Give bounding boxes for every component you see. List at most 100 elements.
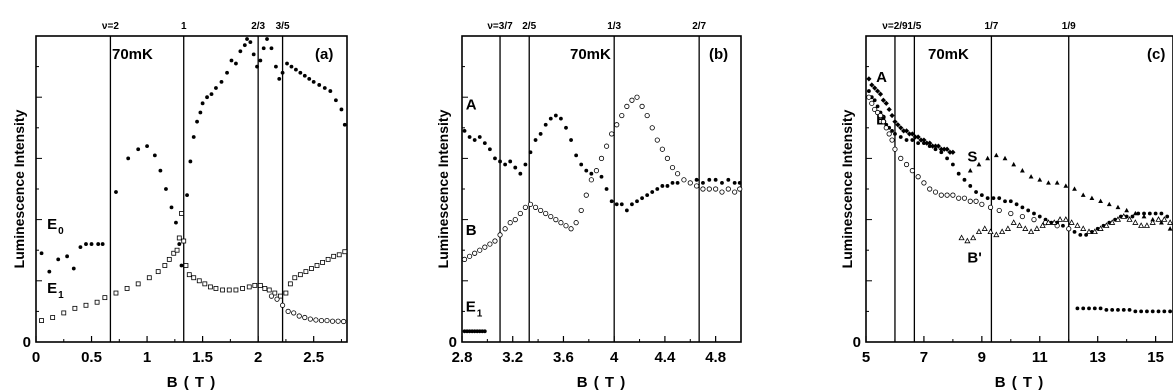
data-point [1161, 216, 1168, 222]
data-point [993, 231, 1000, 238]
data-point [932, 189, 939, 195]
data-point [1032, 211, 1036, 216]
series-e1 [462, 329, 487, 334]
data-point [660, 184, 665, 188]
data-point [624, 208, 629, 213]
series-e1 [39, 211, 348, 323]
data-point [548, 116, 553, 121]
data-point [183, 263, 189, 268]
data-point [713, 186, 719, 192]
data-point [39, 318, 44, 323]
data-point [136, 147, 141, 152]
data-point [890, 128, 894, 133]
data-point [341, 318, 347, 325]
data-point [866, 76, 872, 82]
data-point [166, 256, 172, 262]
x-tick-label: 7 [920, 349, 928, 366]
filling-factor-label: ν=3/7 [487, 21, 513, 32]
data-point [886, 131, 892, 137]
data-point [285, 61, 289, 66]
data-point [219, 80, 224, 84]
data-point [1103, 222, 1110, 228]
data-point [898, 135, 903, 139]
data-point [296, 313, 302, 319]
series-a [462, 113, 742, 213]
data-point [527, 201, 534, 207]
data-point [1104, 307, 1109, 312]
data-point [214, 86, 218, 90]
data-point [979, 193, 984, 198]
data-point [1159, 220, 1164, 225]
data-point [280, 70, 285, 75]
data-point [999, 228, 1006, 235]
data-point [96, 242, 101, 246]
data-point [938, 146, 944, 152]
data-point [196, 278, 202, 284]
x-tick-label: 2.5 [303, 349, 324, 366]
data-point [528, 150, 533, 155]
data-point [901, 128, 907, 134]
data-point [1085, 228, 1093, 235]
data-point [258, 58, 263, 63]
data-point [945, 156, 949, 161]
data-point [1167, 219, 1173, 225]
data-point [569, 138, 573, 142]
filling-factor-label: 1 [181, 21, 187, 32]
data-point [967, 168, 973, 173]
data-point [100, 242, 105, 246]
data-point [335, 318, 341, 324]
data-point [898, 155, 904, 161]
data-point [619, 202, 624, 207]
data-point [875, 104, 880, 109]
data-point [1016, 222, 1023, 228]
data-point [687, 180, 693, 186]
x-tick-label: 9 [978, 349, 986, 366]
data-point [1114, 216, 1122, 222]
data-point [895, 122, 901, 128]
data-point [650, 190, 655, 194]
data-point [162, 263, 168, 268]
data-point [126, 156, 131, 161]
data-point [1115, 204, 1121, 210]
data-point [532, 204, 539, 210]
data-point [1159, 211, 1164, 216]
data-point [317, 83, 322, 87]
data-point [1165, 214, 1170, 219]
data-point [1063, 183, 1069, 188]
data-point [974, 190, 978, 194]
panel-label: (c) [1147, 46, 1165, 63]
data-point [313, 317, 319, 323]
data-point [314, 263, 320, 268]
data-point [39, 251, 44, 256]
data-point [50, 315, 56, 320]
data-point [918, 137, 924, 143]
data-point [574, 153, 579, 158]
data-point [177, 242, 182, 246]
filling-factor-label: 1/9 [1062, 21, 1076, 32]
data-point [707, 177, 712, 182]
data-point [1147, 211, 1152, 216]
data-point [968, 184, 973, 188]
data-point [1022, 225, 1029, 231]
data-point [255, 64, 259, 69]
filling-factor-label: 2/5 [522, 21, 536, 32]
data-point [72, 305, 78, 311]
data-point [614, 202, 619, 207]
data-point [609, 199, 614, 204]
data-point [898, 125, 904, 131]
data-point [269, 46, 274, 51]
data-point [869, 100, 875, 106]
data-point [915, 134, 921, 140]
data-point [732, 180, 737, 185]
data-point [220, 287, 226, 293]
data-point [307, 316, 313, 322]
data-point [644, 112, 650, 119]
data-point [283, 290, 289, 296]
data-point [922, 141, 926, 146]
data-point [1028, 174, 1034, 179]
data-point [307, 76, 312, 81]
data-point [482, 244, 488, 250]
series-e1-high-field [268, 293, 347, 325]
data-point [1075, 306, 1080, 311]
data-point [47, 269, 52, 274]
